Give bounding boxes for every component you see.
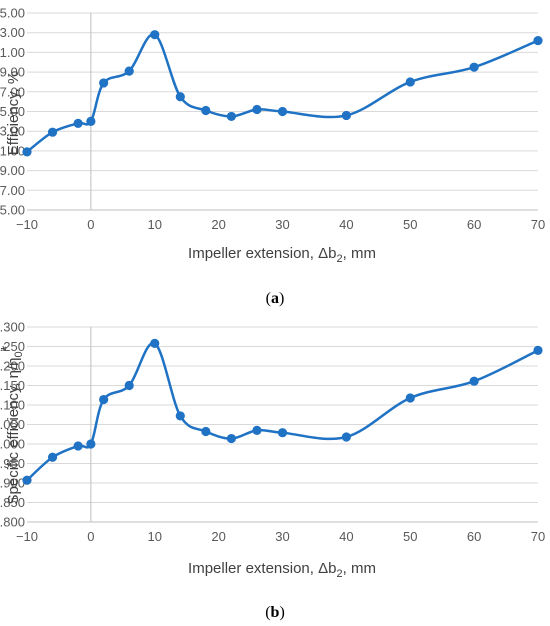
chart-b: 0.800 0.850 0.900 0.950 1.000 1.050 1.100 1.150…	[0, 320, 545, 622]
x-tick-labels: −10 0 10 20 30 40 50 60 70	[16, 529, 545, 544]
x-axis-title: Impeller extension, Δb2, mm	[188, 560, 376, 580]
data-point	[226, 433, 236, 444]
y-tick-label: 35.00	[0, 104, 25, 119]
data-point	[201, 105, 211, 116]
data-point	[277, 106, 288, 117]
x-tick-label: 30	[275, 217, 289, 232]
data-point	[47, 127, 58, 137]
y-tick-label: 41.00	[0, 45, 25, 60]
y-tick-label: 27.00	[0, 183, 25, 198]
x-tick-label: 10	[148, 529, 162, 544]
data-point	[201, 426, 211, 437]
x-tick-label: 40	[339, 529, 353, 544]
data-point	[533, 345, 543, 355]
data-point	[252, 104, 262, 115]
data-point	[469, 62, 479, 72]
x-tick-label: 50	[403, 529, 417, 544]
x-axis-title: Impeller extension, Δb2, mm	[188, 245, 376, 265]
y-tick-label: 0.950	[0, 456, 25, 471]
data-point	[252, 425, 262, 435]
y-tick-label: 1.000	[0, 437, 25, 452]
y-tick-label: 1.200	[0, 359, 25, 374]
data-point	[47, 452, 58, 462]
data-point	[86, 116, 96, 126]
y-tick-label: 1.100	[0, 398, 25, 413]
y-tick-label: 39.00	[0, 65, 25, 80]
y-tick-label: 29.00	[0, 163, 25, 178]
data-point	[22, 147, 32, 157]
x-tick-label: 70	[531, 217, 545, 232]
y-tick-label: 33.00	[0, 124, 25, 139]
x-tick-label: 50	[403, 217, 417, 232]
y-axis-title: Specific efficiency, η/η0*	[0, 345, 25, 504]
series-markers	[22, 338, 543, 485]
data-point	[73, 118, 83, 128]
y-tick-labels: 25.00 27.00 29.00 31.00 33.00 35.00 37.00 39.00…	[0, 6, 25, 218]
y-tick-label: 45.00	[0, 6, 25, 21]
data-point	[469, 376, 479, 386]
data-point	[533, 35, 543, 46]
panel-label: (b)	[265, 604, 285, 621]
x-tick-label: 60	[467, 529, 481, 544]
data-point	[86, 439, 96, 449]
data-point	[99, 394, 109, 405]
x-tick-labels: −10 0 10 20 30 40 50 60 70	[16, 217, 545, 232]
series-line	[26, 342, 539, 482]
y-tick-label: 31.00	[0, 143, 25, 158]
data-point	[150, 30, 160, 40]
chart-a: 25.00 27.00 29.00 31.00 33.00 35.00 37.00 39.00…	[0, 6, 545, 308]
data-point	[22, 475, 32, 485]
x-tick-label: 60	[467, 217, 481, 232]
x-tick-label: −10	[16, 217, 38, 232]
data-point	[341, 110, 351, 121]
y-tick-label: 37.00	[0, 84, 25, 99]
data-point	[124, 66, 134, 76]
panel-label: (a)	[266, 290, 285, 307]
y-tick-labels: 0.800 0.850 0.900 0.950 1.000 1.050 1.100 1.150…	[0, 320, 25, 530]
y-tick-label: 0.850	[0, 495, 25, 510]
x-axis-line	[27, 13, 538, 211]
x-tick-label: −10	[16, 529, 38, 544]
x-tick-label: 20	[211, 217, 225, 232]
data-point	[124, 380, 134, 391]
y-tick-label: 43.00	[0, 25, 25, 40]
x-tick-label: 70	[531, 529, 545, 544]
data-point	[341, 432, 351, 442]
y-tick-label: 0.800	[0, 515, 25, 530]
gridlines	[27, 326, 538, 523]
y-axis-title: Efficiency, %	[5, 71, 22, 155]
x-tick-label: 0	[87, 529, 94, 544]
data-point	[226, 111, 236, 122]
x-tick-label: 0	[87, 217, 94, 232]
y-tick-label: 1.150	[0, 378, 25, 393]
y-tick-label: 1.300	[0, 320, 25, 335]
data-point	[73, 441, 83, 451]
x-tick-label: 20	[211, 529, 225, 544]
y-tick-label: 0.900	[0, 476, 25, 491]
data-point	[175, 411, 185, 421]
y-tick-label: 1.250	[0, 339, 25, 354]
y-tick-label: 25.00	[0, 203, 25, 218]
y-tick-label: 1.050	[0, 417, 25, 432]
series-line	[26, 33, 539, 153]
data-point	[99, 78, 109, 88]
data-point	[175, 92, 185, 102]
data-point	[277, 428, 288, 438]
x-tick-label: 40	[339, 217, 353, 232]
data-point	[405, 77, 415, 87]
series-markers	[22, 30, 543, 157]
x-tick-label: 10	[148, 217, 162, 232]
x-axis-line	[27, 327, 538, 523]
data-point	[405, 393, 415, 403]
data-point	[150, 338, 160, 348]
x-tick-label: 30	[275, 529, 289, 544]
